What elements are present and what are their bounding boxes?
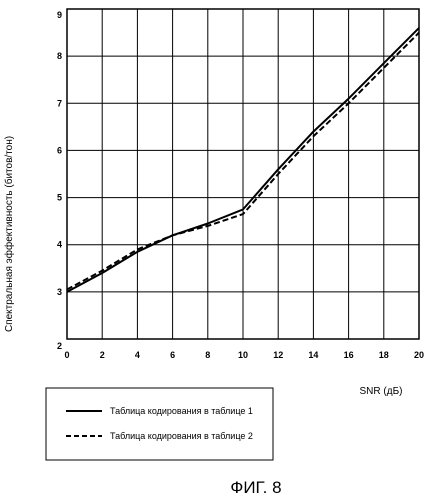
y-tick-label-5: 7 bbox=[57, 98, 62, 108]
figure-caption: ФИГ. 8 bbox=[230, 478, 281, 497]
legend-label-2: Таблица кодирования в таблице 2 bbox=[110, 431, 253, 441]
x-tick-label-3: 6 bbox=[170, 350, 175, 360]
x-tick-label-1: 2 bbox=[100, 350, 105, 360]
x-tick-label-4: 8 bbox=[205, 350, 210, 360]
grid bbox=[67, 9, 419, 339]
y-axis-label: Спектральная эффективность (битов/тон) bbox=[3, 136, 15, 332]
y-tick-label-6: 8 bbox=[57, 51, 62, 61]
y-tick-label-0: 2 bbox=[57, 341, 62, 351]
x-tick-label-8: 16 bbox=[344, 350, 354, 360]
y-tick-labels: 2 3 4 5 6 7 8 9 bbox=[57, 10, 62, 351]
y-tick-label-1: 3 bbox=[57, 287, 62, 297]
y-tick-label-2: 4 bbox=[57, 240, 62, 250]
y-tick-label-4: 6 bbox=[57, 145, 62, 155]
x-tick-label-5: 10 bbox=[238, 350, 248, 360]
y-tick-label-7: 9 bbox=[57, 10, 62, 20]
x-tick-label-7: 14 bbox=[308, 350, 318, 360]
x-tick-label-9: 18 bbox=[379, 350, 389, 360]
x-tick-label-6: 12 bbox=[273, 350, 283, 360]
x-tick-labels: 0 2 4 6 8 10 12 14 16 18 20 bbox=[64, 350, 424, 360]
x-tick-label-0: 0 bbox=[64, 350, 69, 360]
x-tick-label-2: 4 bbox=[135, 350, 140, 360]
legend-label-1: Таблица кодирования в таблице 1 bbox=[110, 406, 253, 416]
y-tick-label-3: 5 bbox=[57, 193, 62, 203]
x-axis-label: SNR (дБ) bbox=[360, 386, 403, 397]
x-tick-label-10: 20 bbox=[414, 350, 424, 360]
legend-box bbox=[46, 388, 273, 460]
